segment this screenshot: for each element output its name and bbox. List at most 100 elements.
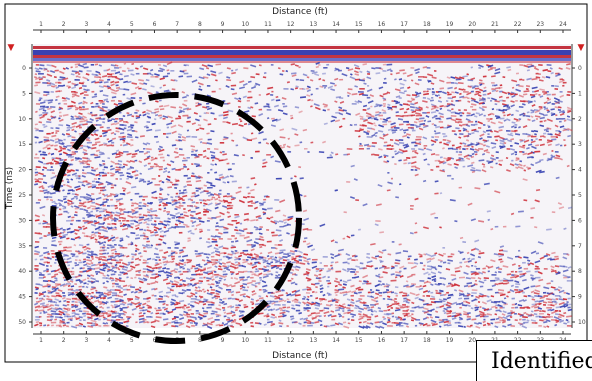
reflection-speck: [472, 109, 476, 111]
axis-tick-label: 19: [446, 21, 454, 28]
reflection-speck: [347, 268, 351, 270]
axis-tick-label: 9: [221, 337, 225, 344]
reflection-speck: [48, 232, 51, 234]
reflection-speck: [511, 160, 513, 162]
reflection-speck: [434, 70, 437, 72]
reflection-speck: [383, 103, 386, 105]
axis-tick-label: 50: [18, 319, 26, 326]
reflection-speck: [535, 268, 540, 270]
reflection-speck: [174, 322, 178, 324]
reflection-speck: [143, 181, 146, 183]
bottom-axis-title: Distance (ft): [272, 351, 328, 361]
reflection-speck: [66, 145, 71, 147]
reflection-speck: [510, 145, 513, 147]
reflection-speck: [554, 256, 558, 258]
reflection-speck: [415, 319, 420, 321]
axis-tick-label: 3: [84, 337, 88, 344]
reflection-speck: [551, 85, 554, 87]
reflection-speck: [54, 262, 56, 264]
reflection-speck: [430, 169, 433, 171]
reflection-speck: [383, 298, 385, 300]
reflection-speck: [559, 118, 563, 120]
reflection-speck: [424, 145, 428, 147]
reflection-speck: [51, 322, 56, 324]
reflection-speck: [82, 106, 85, 108]
reflection-speck: [207, 148, 210, 150]
right-marker-icon: ▼: [578, 43, 585, 53]
reflection-speck: [352, 103, 357, 105]
reflection-speck: [159, 193, 162, 195]
reflection-speck: [394, 301, 397, 303]
reflection-speck: [539, 139, 542, 141]
reflection-speck: [219, 238, 223, 240]
reflection-speck: [146, 205, 148, 207]
reflection-speck: [498, 160, 503, 162]
reflection-speck: [255, 151, 260, 153]
reflection-speck: [115, 169, 120, 171]
reflection-speck: [559, 319, 562, 321]
reflection-speck: [186, 136, 191, 138]
axis-tick-label: 3: [578, 141, 582, 148]
reflection-speck: [567, 91, 571, 93]
reflection-speck: [552, 103, 555, 105]
reflection-speck: [111, 73, 114, 75]
reflection-speck: [378, 274, 380, 276]
reflection-speck: [58, 85, 63, 87]
reflection-speck: [567, 94, 571, 96]
reflection-speck: [503, 307, 505, 309]
reflection-speck: [111, 142, 114, 144]
reflection-speck: [504, 142, 507, 144]
reflection-speck: [436, 166, 439, 168]
reflection-speck: [568, 298, 571, 300]
reflection-speck: [190, 217, 195, 219]
reflection-speck: [563, 82, 567, 84]
reflection-speck: [184, 100, 188, 102]
reflection-speck: [299, 256, 303, 258]
reflection-speck: [143, 319, 147, 321]
reflection-speck: [120, 253, 123, 255]
reflection-speck: [438, 91, 442, 93]
reflection-speck: [90, 211, 93, 213]
reflection-speck: [211, 259, 216, 261]
reflection-speck: [179, 190, 181, 192]
reflection-speck: [238, 106, 241, 108]
reflection-speck: [222, 307, 225, 309]
reflection-speck: [96, 187, 100, 189]
reflection-speck: [158, 175, 160, 177]
reflection-speck: [414, 145, 417, 147]
axis-tick-label: 14: [332, 21, 340, 28]
reflection-speck: [519, 79, 522, 81]
reflection-speck: [75, 151, 78, 153]
reflection-speck: [399, 139, 404, 141]
reflection-speck: [148, 163, 151, 165]
reflection-speck: [198, 187, 203, 189]
reflection-speck: [250, 277, 254, 279]
reflection-speck: [34, 265, 38, 267]
reflection-speck: [432, 88, 434, 90]
reflection-speck: [158, 64, 161, 66]
reflection-speck: [266, 154, 271, 156]
reflection-speck: [123, 190, 125, 192]
reflection-speck: [94, 178, 97, 180]
reflection-speck: [356, 259, 358, 261]
reflection-speck: [322, 85, 327, 87]
reflection-speck: [203, 205, 206, 207]
reflection-speck: [99, 253, 102, 255]
reflection-speck: [360, 295, 365, 297]
reflection-speck: [186, 121, 190, 123]
reflection-speck: [282, 310, 285, 312]
reflection-speck: [367, 97, 370, 99]
reflection-speck: [139, 202, 142, 204]
reflection-speck: [271, 118, 275, 120]
reflection-speck: [70, 142, 74, 144]
reflection-speck: [122, 307, 127, 309]
reflection-speck: [112, 252, 115, 254]
reflection-speck: [327, 286, 329, 288]
reflection-speck: [207, 229, 210, 231]
reflection-speck: [424, 147, 426, 149]
reflection-speck: [546, 316, 550, 318]
reflection-speck: [58, 241, 62, 243]
reflection-speck: [515, 100, 518, 102]
reflection-speck: [531, 136, 537, 138]
reflection-speck: [38, 73, 44, 75]
